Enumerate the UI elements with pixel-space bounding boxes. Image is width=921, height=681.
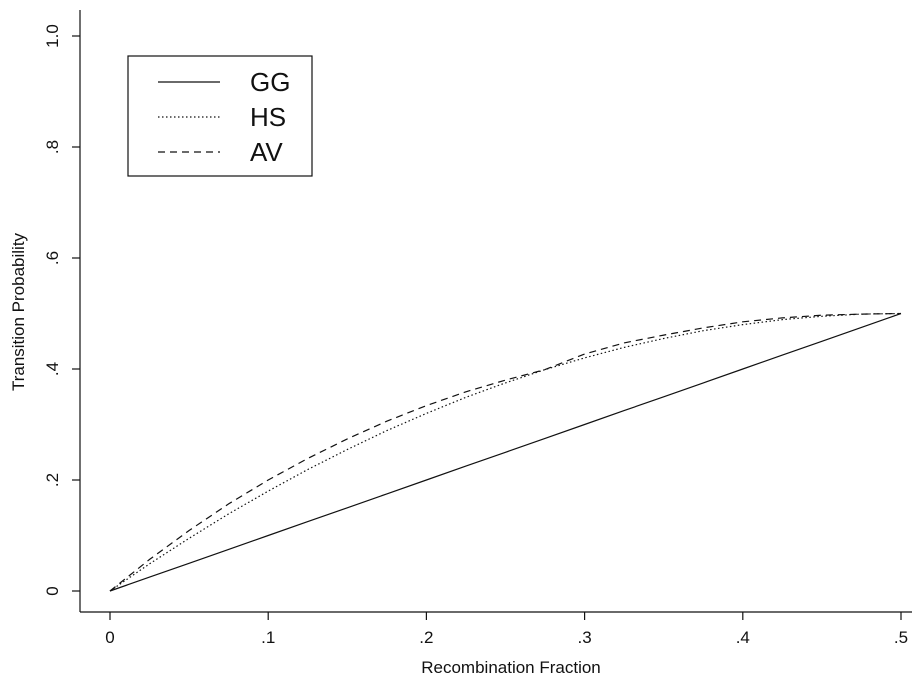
x-tick-label: .4 [736, 628, 750, 647]
x-tick-label: .2 [419, 628, 433, 647]
x-tick-label: .1 [261, 628, 275, 647]
legend-box [127, 55, 313, 177]
x-tick-label: .5 [894, 628, 908, 647]
legend-label-gg: GG [250, 67, 290, 97]
legend-entries: GG HS AV [158, 67, 290, 167]
y-tick-label: 0 [43, 586, 62, 595]
x-axis-ticks: 0 .1 .2 .3 .4 .5 [105, 612, 908, 647]
legend-label-hs: HS [250, 102, 286, 132]
y-tick-label: 1.0 [43, 24, 62, 48]
x-axis-title: Recombination Fraction [421, 658, 601, 677]
y-axis-title: Transition Probability [9, 232, 28, 391]
legend-label-av: AV [250, 137, 283, 167]
x-tick-label: .3 [578, 628, 592, 647]
legend: GG HS AV [127, 55, 313, 177]
y-tick-label: .2 [43, 473, 62, 487]
y-tick-label: .6 [43, 251, 62, 265]
series-line-gg [109, 312, 902, 592]
y-axis-ticks: 0 .2 .4 .6 .8 1.0 [43, 24, 80, 596]
y-tick-label: .8 [43, 140, 62, 154]
y-tick-label: .4 [43, 362, 62, 376]
series-line-hs [109, 312, 902, 592]
plot-area [79, 10, 912, 613]
series-line-av [109, 312, 902, 592]
series-layer [109, 312, 902, 592]
x-tick-label: 0 [105, 628, 114, 647]
